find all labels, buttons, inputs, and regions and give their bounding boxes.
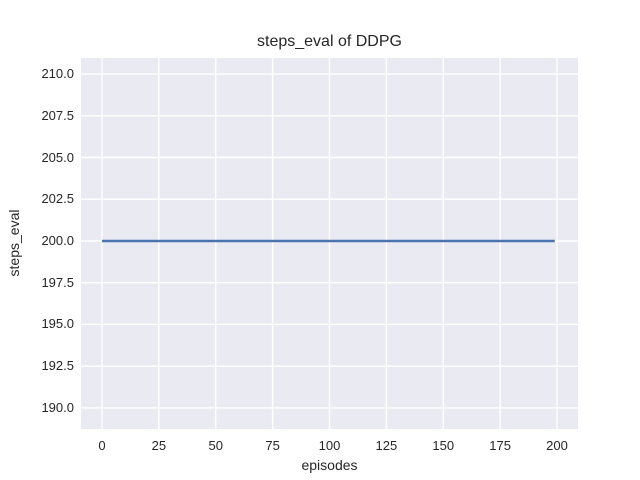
x-tick-label: 100	[318, 438, 341, 453]
y-tick-label: 197.5	[41, 274, 74, 290]
x-tick-label: 200	[546, 438, 568, 453]
y-tick-label: 202.5	[41, 191, 74, 207]
y-tick-label: 207.5	[41, 107, 74, 123]
x-axis-label: episodes	[301, 457, 358, 473]
x-tick-label: 0	[98, 438, 106, 453]
y-tick-label: 200.0	[41, 232, 74, 248]
x-tick-label: 50	[208, 438, 223, 453]
y-tick-label: 190.0	[41, 399, 74, 415]
y-tick-label: 210.0	[41, 66, 74, 82]
x-tick-label: 125	[375, 438, 398, 453]
plot-canvas	[81, 58, 578, 429]
y-tick-label: 195.0	[41, 316, 74, 332]
y-tick-label: 205.0	[41, 149, 74, 165]
chart-title: steps_eval of DDPG	[257, 33, 402, 50]
x-tick-label: 75	[265, 438, 280, 453]
x-tick-label: 150	[432, 438, 455, 453]
x-tick-label: 175	[489, 438, 511, 453]
y-tick-label: 192.5	[41, 358, 74, 374]
plot-area	[81, 58, 578, 429]
x-tick-label: 25	[151, 438, 167, 453]
